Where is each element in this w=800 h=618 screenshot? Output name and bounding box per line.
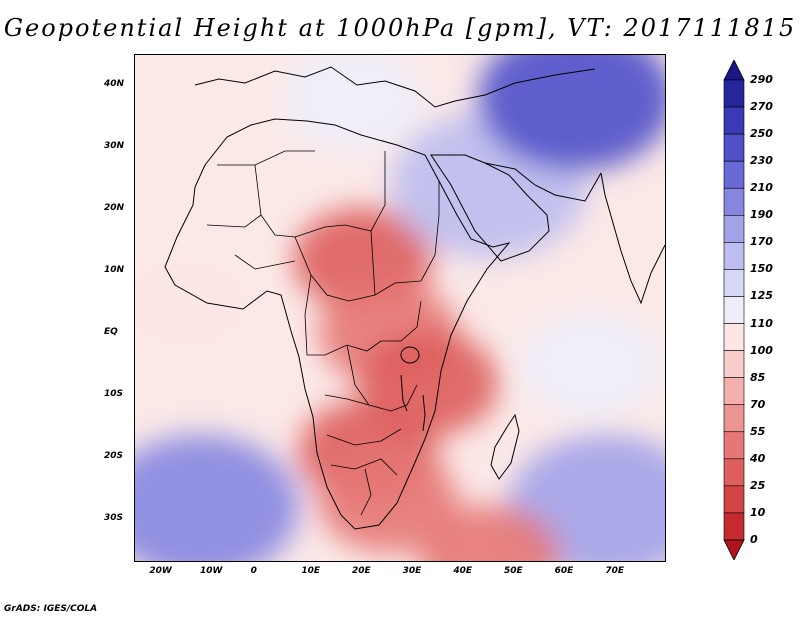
colorbar-label: 55 — [750, 424, 766, 438]
x-tick-label: 20E — [352, 566, 371, 576]
colorbar-label: 100 — [750, 343, 773, 357]
x-tick-label: 10W — [200, 566, 223, 576]
height-region-7 — [135, 434, 299, 561]
madagascar-coastline — [490, 413, 520, 480]
colorbar-swatch — [723, 242, 745, 270]
map-svg — [135, 55, 665, 561]
colorbar-swatch — [723, 458, 745, 487]
coastlines — [164, 66, 665, 530]
height-region-6 — [477, 55, 665, 172]
colorbar-label: 210 — [750, 181, 773, 195]
x-tick-label: 50E — [504, 566, 523, 576]
europe-coastline — [194, 66, 596, 108]
arabia-coastline — [430, 154, 550, 262]
colorbar-label: 150 — [750, 262, 773, 276]
colorbar-label: 250 — [750, 127, 773, 141]
colorbar-label: 10 — [750, 505, 766, 519]
colorbar-label: 270 — [750, 100, 773, 114]
credit-text: GrADS: IGES/COLA — [4, 604, 98, 614]
colorbar-label: 125 — [750, 289, 773, 303]
y-tick-label: 40N — [104, 78, 125, 89]
colorbar-label: 25 — [750, 478, 766, 492]
x-tick-label: 20W — [149, 566, 172, 576]
colorbar-label: 110 — [750, 316, 773, 330]
colorbar-swatch — [723, 106, 745, 135]
x-tick-label: 60E — [554, 566, 574, 576]
colorbar-swatch — [723, 269, 745, 297]
colorbar-label: 70 — [750, 397, 766, 411]
colorbar-label: 190 — [750, 208, 773, 222]
colorbar-swatch — [723, 79, 745, 108]
x-tick-label: 0 — [250, 566, 257, 576]
colorbar-swatch — [723, 160, 745, 189]
y-tick-label: 30N — [104, 140, 125, 151]
y-tick-label: 30S — [104, 512, 124, 523]
y-tick-label: 20S — [104, 450, 124, 461]
colorbar-swatch — [723, 431, 745, 460]
country-borders — [206, 150, 440, 516]
y-tick-label: 10S — [104, 388, 124, 399]
colorbar-swatch — [723, 214, 745, 243]
colorbar-swatch — [723, 512, 745, 541]
y-tick-label: 10N — [104, 264, 125, 275]
colorbar-swatch — [723, 377, 745, 406]
x-tick-label: 40E — [453, 566, 473, 576]
colorbar — [723, 60, 745, 560]
colorbar-swatch — [723, 296, 745, 324]
chart-title: Geopotential Height at 1000hPa [gpm], VT… — [3, 14, 797, 42]
lake-victoria — [400, 346, 420, 364]
height-region-10 — [521, 312, 661, 417]
x-tick-label: 70E — [605, 566, 625, 576]
x-tick-label: 10E — [301, 566, 321, 576]
colorbar-label: 230 — [750, 154, 773, 168]
colorbar-swatch — [723, 187, 745, 216]
y-tick-label: EQ — [104, 326, 118, 337]
x-tick-label: 30E — [402, 566, 422, 576]
iran-coastline — [484, 162, 602, 202]
colorbar-swatch — [723, 133, 745, 162]
colorbar-label: 85 — [750, 370, 766, 384]
height-region-11 — [282, 55, 423, 151]
colorbar-label: 0 — [750, 533, 758, 546]
lake-malawi — [422, 394, 426, 432]
y-tick-label: 20N — [104, 202, 125, 213]
colorbar-swatch — [723, 485, 745, 514]
colorbar-top-arrow — [723, 60, 745, 81]
colorbar-swatch — [723, 404, 745, 433]
height-field — [135, 55, 665, 561]
colorbar-label: 170 — [750, 235, 773, 249]
india-coastline — [600, 172, 665, 305]
lake-tanganyika — [400, 374, 408, 412]
colorbar-label: 290 — [750, 73, 773, 86]
colorbar-bottom-arrow — [723, 539, 745, 560]
colorbar-label: 40 — [750, 451, 766, 465]
colorbar-swatch — [723, 350, 745, 378]
height-region-9 — [135, 250, 256, 355]
map-plot-area — [134, 54, 666, 562]
africa-coastline — [164, 118, 511, 530]
height-region-12 — [419, 504, 560, 561]
colorbar-swatch — [723, 323, 745, 351]
